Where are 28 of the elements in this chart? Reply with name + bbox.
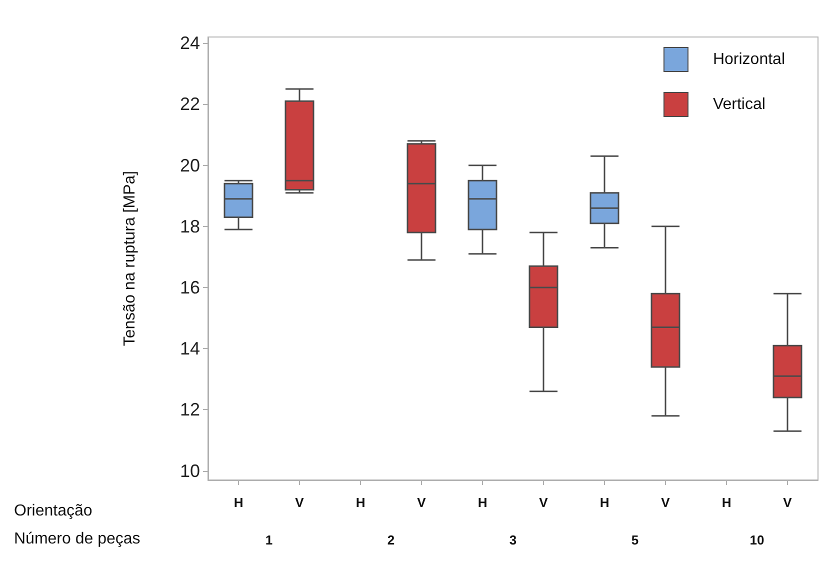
y-tick-label: 10 bbox=[180, 460, 200, 481]
y-tick-label: 18 bbox=[180, 216, 200, 236]
text: 1 bbox=[265, 532, 273, 548]
y-tick-label: 24 bbox=[180, 33, 200, 54]
text: 10 bbox=[750, 532, 764, 548]
x-tick-label: H bbox=[722, 495, 732, 510]
legend-label: Vertical bbox=[712, 96, 766, 113]
y-tick-label: 12 bbox=[180, 400, 200, 420]
x-tick-label: H bbox=[478, 495, 488, 510]
x-tick-label: V bbox=[661, 495, 670, 510]
legend-label: Horizontal bbox=[712, 51, 785, 68]
x-tick-label: V bbox=[295, 495, 304, 510]
y-axis-title: Tensão na ruptura [MPa] bbox=[122, 170, 138, 346]
text: Número de peças bbox=[14, 530, 140, 548]
x-tick-label: H bbox=[234, 495, 244, 510]
x-tick-label: V bbox=[783, 495, 792, 510]
text: 2 bbox=[387, 532, 395, 548]
y-tick-label: 20 bbox=[180, 155, 200, 176]
y-tick-label: 16 bbox=[180, 278, 200, 298]
x-tick-label: V bbox=[417, 495, 426, 510]
x-tick-label: H bbox=[600, 495, 610, 510]
x-tick-label: V bbox=[539, 495, 548, 510]
text: 5 bbox=[631, 532, 639, 548]
y-tick-label: 14 bbox=[180, 338, 200, 359]
text: Orientação bbox=[14, 502, 92, 520]
y-tick-label: 22 bbox=[180, 94, 200, 114]
text: 3 bbox=[509, 532, 517, 548]
x-tick-label: H bbox=[356, 495, 366, 510]
